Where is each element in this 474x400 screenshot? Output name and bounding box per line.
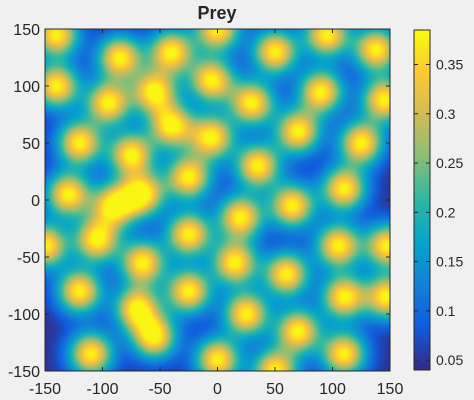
y-tick-label: -50 bbox=[17, 250, 40, 267]
colorbar-gradient bbox=[414, 30, 430, 370]
x-tick-label: -100 bbox=[86, 381, 118, 398]
colorbar-ticks: 0.05 0.1 0.15 0.2 0.25 0.3 0.35 bbox=[414, 56, 463, 368]
y-tick-label: 0 bbox=[31, 193, 40, 210]
x-tick-label: 0 bbox=[213, 381, 222, 398]
x-axis: -150 -100 -50 0 50 100 150 bbox=[29, 29, 403, 398]
y-tick-label: 150 bbox=[13, 22, 40, 39]
x-tick-label: 50 bbox=[266, 381, 284, 398]
x-tick-label: -50 bbox=[148, 381, 171, 398]
colorbar: 0.05 0.1 0.15 0.2 0.25 0.3 0.35 bbox=[413, 29, 463, 371]
y-tick-label: -100 bbox=[8, 307, 40, 324]
colorbar-tick-label: 0.15 bbox=[436, 254, 463, 270]
colorbar-frame bbox=[413, 29, 431, 371]
x-tick-label: 150 bbox=[377, 381, 404, 398]
y-axis: -150 -100 -50 0 50 100 150 bbox=[8, 22, 390, 381]
y-tick-label: 50 bbox=[22, 136, 40, 153]
plot-area bbox=[44, 28, 391, 372]
y-tick-label: -150 bbox=[8, 364, 40, 381]
x-tick-label: -150 bbox=[29, 381, 61, 398]
x-tick-label: 100 bbox=[319, 381, 346, 398]
heatmap-image bbox=[45, 29, 390, 371]
y-tick-label: 100 bbox=[13, 79, 40, 96]
colorbar-tick-label: 0.25 bbox=[436, 155, 463, 171]
chart-title: Prey bbox=[197, 3, 236, 23]
colorbar-tick-label: 0.1 bbox=[436, 303, 456, 319]
colorbar-tick-label: 0.2 bbox=[436, 204, 456, 220]
colorbar-tick-label: 0.3 bbox=[436, 106, 456, 122]
colorbar-tick-label: 0.35 bbox=[436, 56, 463, 72]
colorbar-tick-label: 0.05 bbox=[436, 352, 463, 368]
